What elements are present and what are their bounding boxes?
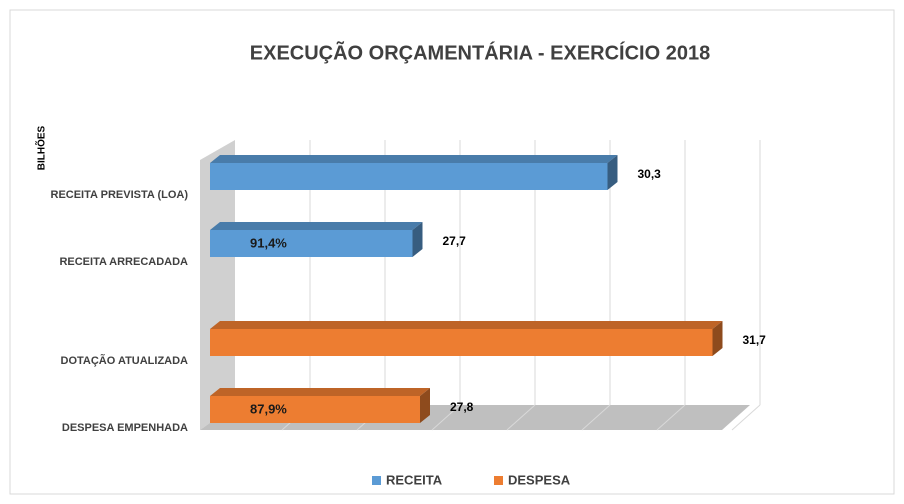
y-axis-label: BILHÕES	[35, 125, 48, 170]
bar	[210, 163, 608, 190]
grid-line	[431, 404, 461, 431]
bar-side	[420, 388, 430, 423]
legend-swatch	[494, 476, 503, 485]
grid-line	[581, 404, 611, 431]
bar	[210, 230, 413, 257]
side-wall	[200, 140, 235, 430]
annotation: 87,9%	[250, 401, 287, 416]
grid-line	[656, 404, 686, 431]
bar-side	[712, 321, 723, 356]
grid-line	[731, 404, 761, 431]
legend-swatch	[372, 476, 381, 485]
value-label: 30,3	[638, 167, 662, 181]
value-label: 31,7	[743, 333, 767, 347]
chart-title: EXECUÇÃO ORÇAMENTÁRIA - EXERCÍCIO 2018	[250, 41, 710, 64]
bar-top	[210, 155, 618, 163]
annotation: 91,4%	[250, 235, 287, 250]
value-label: 27,8	[450, 400, 474, 414]
bar-side	[412, 222, 423, 257]
bar-top	[210, 222, 423, 230]
bar-top	[210, 388, 430, 396]
bar	[210, 396, 420, 423]
y-tick-label: RECEITA PREVISTA (LOA)	[51, 189, 189, 201]
y-tick-label: RECEITA ARRECADADA	[59, 256, 188, 268]
bar	[210, 329, 713, 356]
value-label: 27,7	[443, 234, 467, 248]
bar-top	[210, 321, 723, 329]
y-tick-label: DOTAÇÃO ATUALIZADA	[61, 354, 189, 367]
y-tick-label: DESPESA EMPENHADA	[62, 422, 188, 434]
bar-side	[607, 155, 618, 190]
grid-line	[506, 404, 536, 431]
legend-label: DESPESA	[508, 472, 571, 487]
legend-label: RECEITA	[386, 472, 443, 487]
